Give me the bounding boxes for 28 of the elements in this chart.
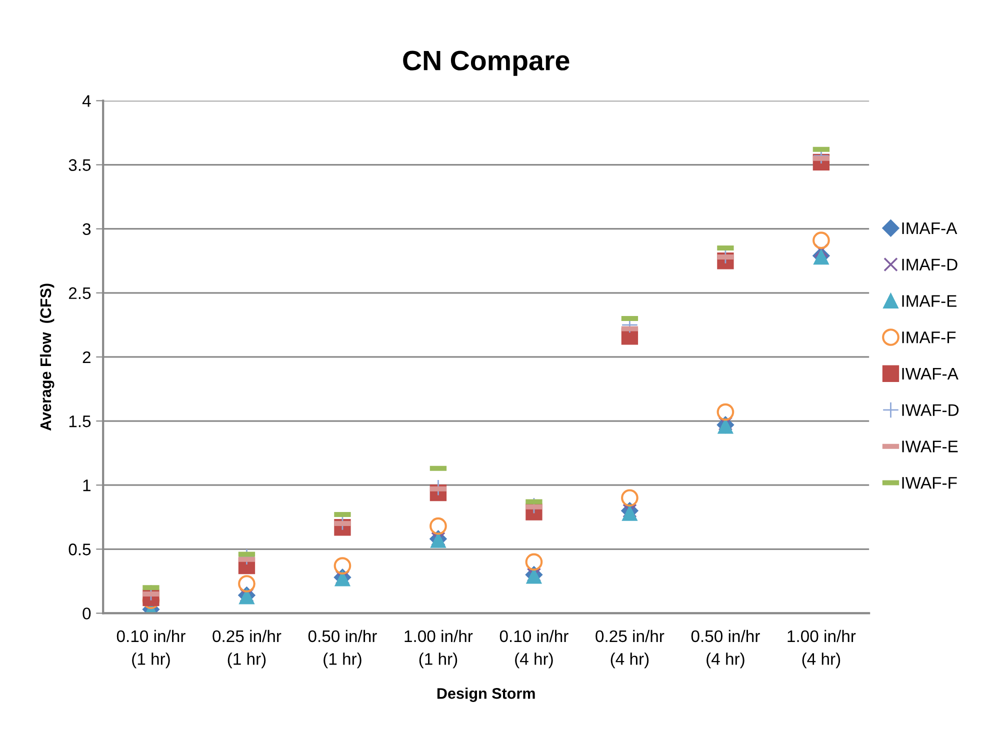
y-tick-label: 4 xyxy=(82,95,91,107)
y-tick-label: 3 xyxy=(82,223,91,236)
x-tick-label: 0.25 in/hr (4 hr) xyxy=(596,630,664,668)
legend-label: IMAF-D xyxy=(902,258,958,270)
legend-label: IMAF-F xyxy=(902,332,956,344)
y-tick-label: 2 xyxy=(82,351,90,363)
y-tick-label: 1.5 xyxy=(69,416,91,428)
legend-label: IWAF-A xyxy=(902,368,958,380)
x-tick-label: 1.00 in/hr (1 hr) xyxy=(404,630,473,668)
x-tick-label: 0.50 in/hr (1 hr) xyxy=(308,630,377,668)
y-tick-label: 2.5 xyxy=(68,287,91,300)
legend-label: IMAF-E xyxy=(902,295,956,307)
x-tick-label: 0.10 in/hr (1 hr) xyxy=(116,630,186,668)
legend-label: IMAF-A xyxy=(902,222,958,234)
legend-label: IWAF-D xyxy=(902,404,959,416)
chart-title: CN Compare xyxy=(403,50,570,76)
y-tick-label: 0.5 xyxy=(68,544,91,556)
x-tick-label: 1.00 in/hr (4 hr) xyxy=(788,630,856,668)
y-tick-label: 3.5 xyxy=(68,159,91,171)
x-axis-title: Design Storm xyxy=(437,688,535,702)
x-tick-label: 0.25 in/hr (1 hr) xyxy=(212,630,282,668)
y-tick-label: 1 xyxy=(83,480,90,492)
x-tick-label: 0.10 in/hr (4 hr) xyxy=(500,630,568,668)
y-tick-label: 0 xyxy=(82,608,91,620)
x-tick-label: 0.50 in/hr (4 hr) xyxy=(691,630,760,668)
y-axis-title: Average Flow (CFS) xyxy=(40,284,54,431)
legend-label: IWAF-F xyxy=(902,477,957,489)
legend-label: IWAF-E xyxy=(902,440,958,452)
